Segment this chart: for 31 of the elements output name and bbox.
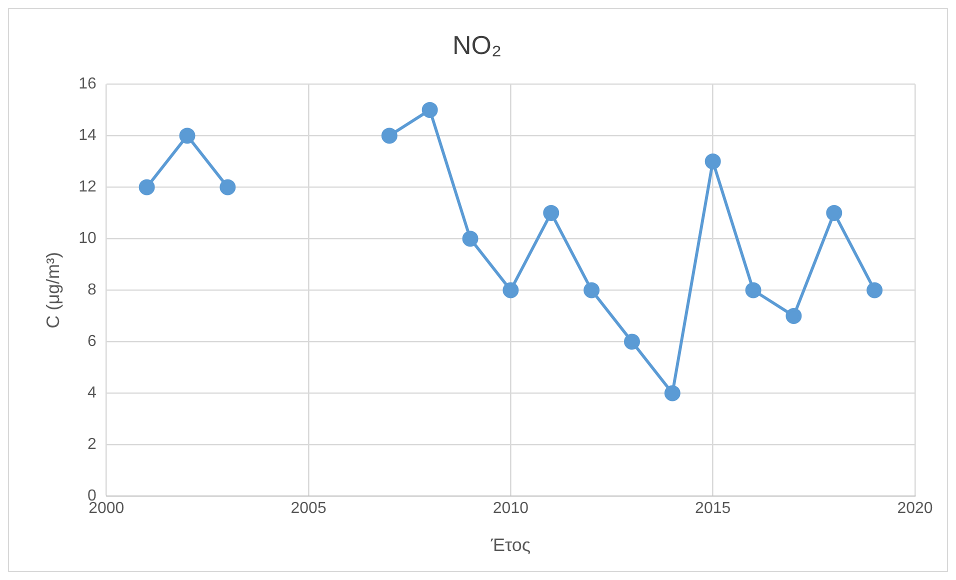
point — [745, 282, 762, 298]
x-tick-label: 2020 — [897, 500, 933, 518]
point — [704, 153, 721, 170]
point — [381, 128, 398, 144]
point — [543, 204, 560, 221]
x-axis-title: Έτος — [490, 535, 531, 556]
y-tick-label: 12 — [78, 178, 96, 196]
point — [664, 385, 680, 402]
point — [422, 102, 438, 118]
point — [220, 179, 236, 196]
y-tick-label: 10 — [78, 230, 96, 248]
point — [584, 282, 600, 298]
y-tick-label: 8 — [87, 282, 96, 299]
point — [786, 308, 802, 324]
x-tick-label: 2005 — [290, 500, 326, 518]
point — [826, 204, 842, 221]
point — [462, 230, 478, 247]
y-tick-label: 16 — [78, 76, 96, 93]
y-tick-label: 14 — [78, 127, 96, 144]
y-tick-label: 4 — [87, 384, 96, 402]
chart-title: NO₂ — [452, 30, 502, 60]
point — [624, 334, 640, 350]
x-tick-label: 2015 — [695, 500, 731, 518]
point — [179, 128, 196, 144]
point — [866, 282, 883, 298]
point — [138, 179, 155, 196]
y-tick-label: 2 — [87, 436, 96, 454]
y-tick-label: 6 — [87, 333, 96, 350]
point — [502, 282, 519, 298]
y-axis-title: C (μg/m³) — [42, 252, 63, 328]
x-tick-label: 2010 — [492, 500, 529, 518]
